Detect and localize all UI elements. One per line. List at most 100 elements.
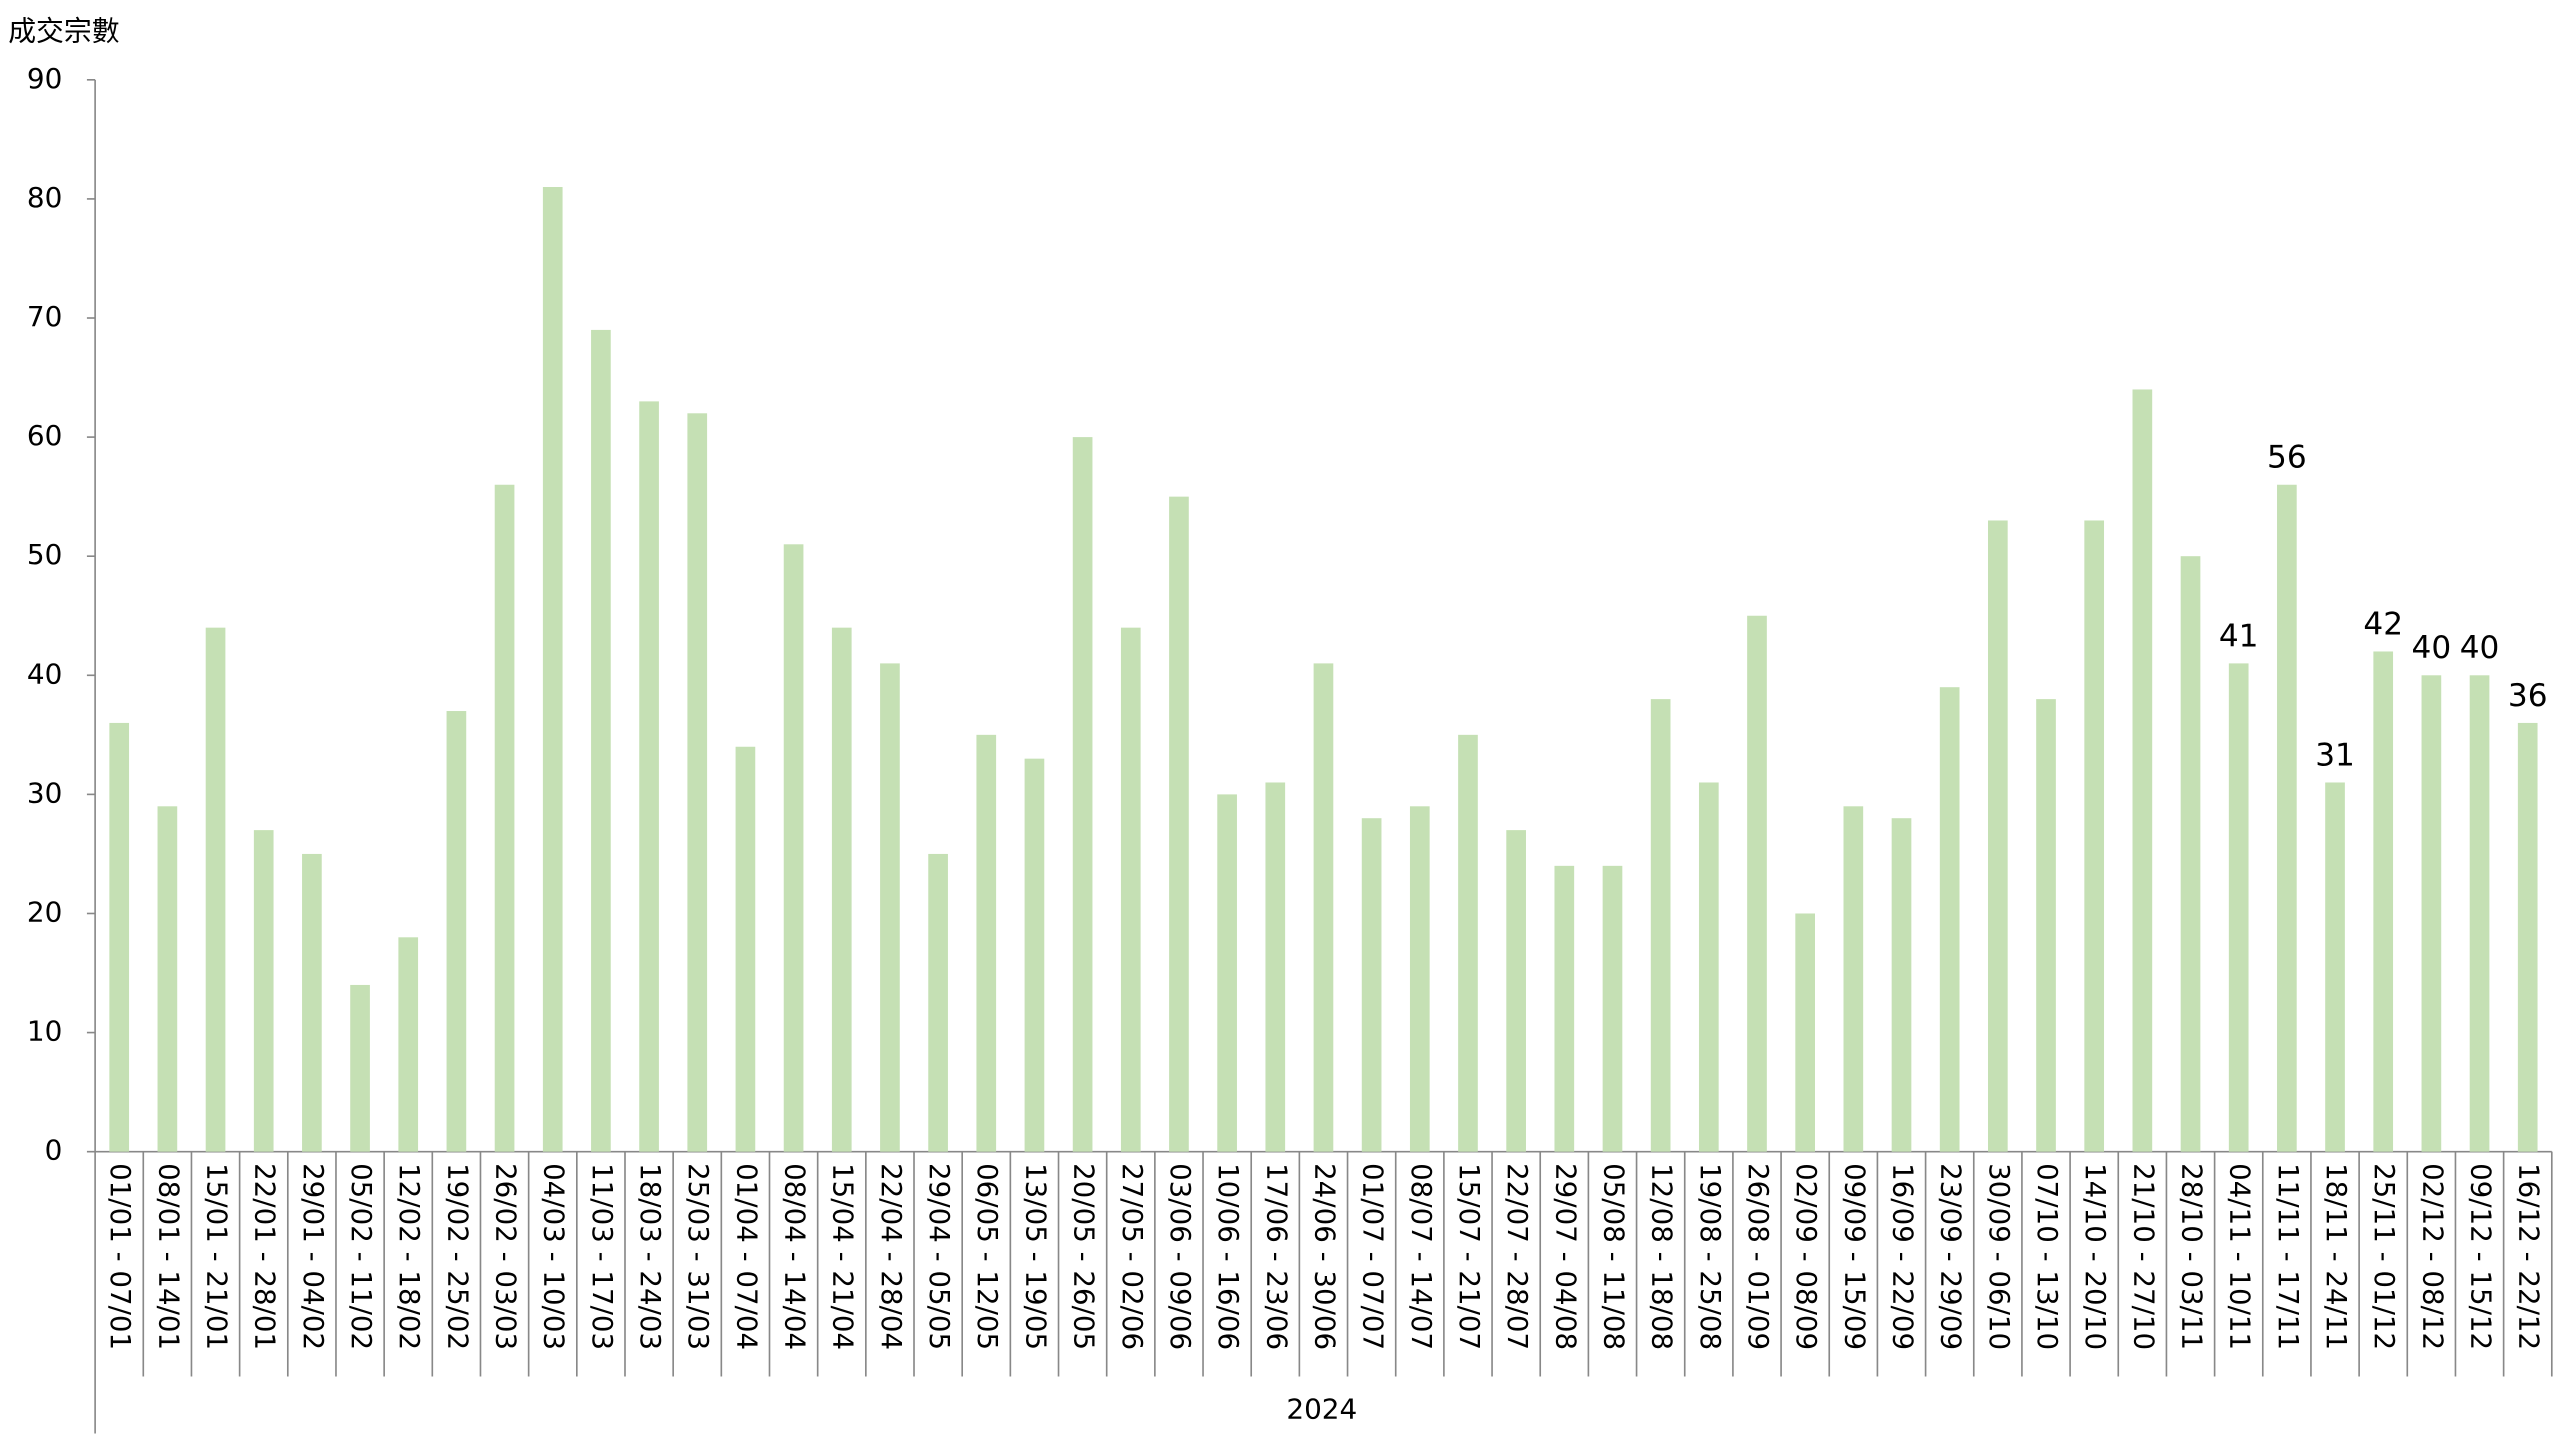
bar — [1988, 520, 2008, 1152]
bar — [1072, 437, 1093, 1152]
bar — [494, 484, 515, 1152]
x-tick-label: 06/05 - 12/05 — [971, 1163, 1004, 1350]
data-label: 36 — [2508, 678, 2548, 714]
x-tick-label: 16/12 - 22/12 — [2513, 1163, 2546, 1350]
bar — [1313, 663, 1334, 1152]
x-tick-label: 01/04 - 07/04 — [730, 1163, 763, 1350]
bar — [2277, 484, 2297, 1152]
data-label: 41 — [2219, 618, 2259, 654]
x-tick-label: 08/07 - 14/07 — [1405, 1163, 1438, 1350]
x-tick-label: 20/05 - 26/05 — [1068, 1163, 1101, 1350]
bar — [2517, 722, 2538, 1152]
x-tick-label: 29/04 - 05/05 — [923, 1163, 956, 1350]
x-tick-label: 11/11 - 17/11 — [2272, 1163, 2305, 1350]
bar — [1843, 806, 1864, 1152]
bar — [446, 711, 467, 1152]
x-tick-label: 26/02 - 03/03 — [490, 1163, 523, 1350]
bar — [928, 853, 948, 1152]
bar — [1217, 794, 1237, 1152]
x-tick-label: 23/09 - 29/09 — [1935, 1163, 1968, 1350]
x-tick-label: 18/11 - 24/11 — [2320, 1163, 2353, 1350]
bar — [2084, 520, 2105, 1152]
x-tick-label: 25/03 - 31/03 — [682, 1163, 715, 1350]
bar — [783, 544, 804, 1152]
y-tick-label: 80 — [27, 181, 62, 214]
x-group-label: 2024 — [1286, 1393, 1357, 1426]
x-tick-label: 10/06 - 16/06 — [1212, 1163, 1245, 1350]
bar — [1602, 865, 1623, 1152]
x-tick-label: 09/12 - 15/12 — [2464, 1163, 2497, 1350]
y-tick-label: 10 — [27, 1015, 62, 1048]
y-tick-label: 20 — [27, 896, 62, 929]
bar — [1169, 496, 1189, 1152]
x-tick-label: 01/01 - 07/01 — [104, 1163, 137, 1350]
bar — [2180, 556, 2201, 1152]
bar — [1361, 818, 1382, 1152]
x-tick-label: 25/11 - 01/12 — [2368, 1163, 2401, 1350]
bar — [350, 984, 370, 1152]
x-tick-label: 15/07 - 21/07 — [1453, 1163, 1486, 1350]
x-tick-label: 12/08 - 18/08 — [1646, 1163, 1679, 1350]
bar — [2132, 389, 2153, 1152]
y-tick-label: 90 — [27, 62, 62, 95]
y-tick-label: 60 — [27, 419, 62, 452]
bar — [253, 830, 274, 1152]
bar — [2469, 675, 2490, 1152]
bar — [831, 627, 852, 1152]
bar — [1265, 782, 1286, 1152]
bar — [398, 937, 419, 1152]
data-label: 40 — [2460, 630, 2500, 666]
x-tick-label: 24/06 - 30/06 — [1308, 1163, 1341, 1350]
bar — [157, 806, 178, 1152]
x-tick-label: 29/01 - 04/02 — [297, 1163, 330, 1350]
bar — [1795, 913, 1816, 1152]
x-tick-label: 12/02 - 18/02 — [393, 1163, 426, 1350]
bar — [2373, 651, 2394, 1152]
y-tick-label: 70 — [27, 300, 62, 333]
x-tick-label: 05/02 - 11/02 — [345, 1163, 378, 1350]
bar — [880, 663, 900, 1152]
x-tick-label: 27/05 - 02/06 — [1116, 1163, 1149, 1350]
x-tick-label: 07/10 - 13/10 — [2031, 1163, 2064, 1350]
bar — [205, 627, 226, 1152]
x-tick-label: 28/10 - 03/11 — [2175, 1163, 2208, 1350]
data-label: 31 — [2315, 737, 2355, 773]
bar — [1506, 830, 1526, 1152]
bar — [2421, 675, 2442, 1152]
x-tick-label: 05/08 - 11/08 — [1597, 1163, 1630, 1350]
x-tick-label: 22/07 - 28/07 — [1501, 1163, 1534, 1350]
x-tick-label: 22/04 - 28/04 — [875, 1163, 908, 1350]
bar — [1891, 818, 1912, 1152]
x-tick-label: 04/11 - 10/11 — [2224, 1163, 2257, 1350]
x-tick-label: 26/08 - 01/09 — [1742, 1163, 1775, 1350]
y-axis-title: 成交宗數 — [8, 15, 119, 48]
bar — [1409, 806, 1430, 1152]
bar — [1698, 782, 1719, 1152]
x-tick-label: 15/04 - 21/04 — [827, 1163, 860, 1350]
bar — [2325, 782, 2345, 1152]
x-tick-label: 02/12 - 08/12 — [2416, 1163, 2449, 1350]
bar — [109, 722, 130, 1152]
x-tick-label: 09/09 - 15/09 — [1838, 1163, 1871, 1350]
x-tick-label: 15/01 - 21/01 — [200, 1163, 233, 1350]
x-tick-label: 14/10 - 20/10 — [2079, 1163, 2112, 1350]
y-tick-label: 30 — [27, 776, 62, 809]
bar — [1747, 615, 1767, 1152]
x-tick-label: 02/09 - 08/09 — [1790, 1163, 1823, 1350]
bar — [1024, 758, 1045, 1152]
x-tick-label: 11/03 - 17/03 — [586, 1163, 619, 1350]
data-label: 40 — [2412, 630, 2452, 666]
y-tick-label: 50 — [27, 538, 62, 571]
x-tick-label: 18/03 - 24/03 — [634, 1163, 667, 1350]
bar — [2036, 699, 2056, 1152]
x-tick-label: 22/01 - 28/01 — [249, 1163, 282, 1350]
data-label: 42 — [2363, 606, 2403, 642]
bar — [542, 187, 563, 1152]
bar — [2228, 663, 2249, 1152]
bar — [1120, 627, 1141, 1152]
bar — [591, 329, 611, 1152]
x-tick-label: 19/08 - 25/08 — [1694, 1163, 1727, 1350]
y-tick-label: 0 — [45, 1134, 63, 1167]
